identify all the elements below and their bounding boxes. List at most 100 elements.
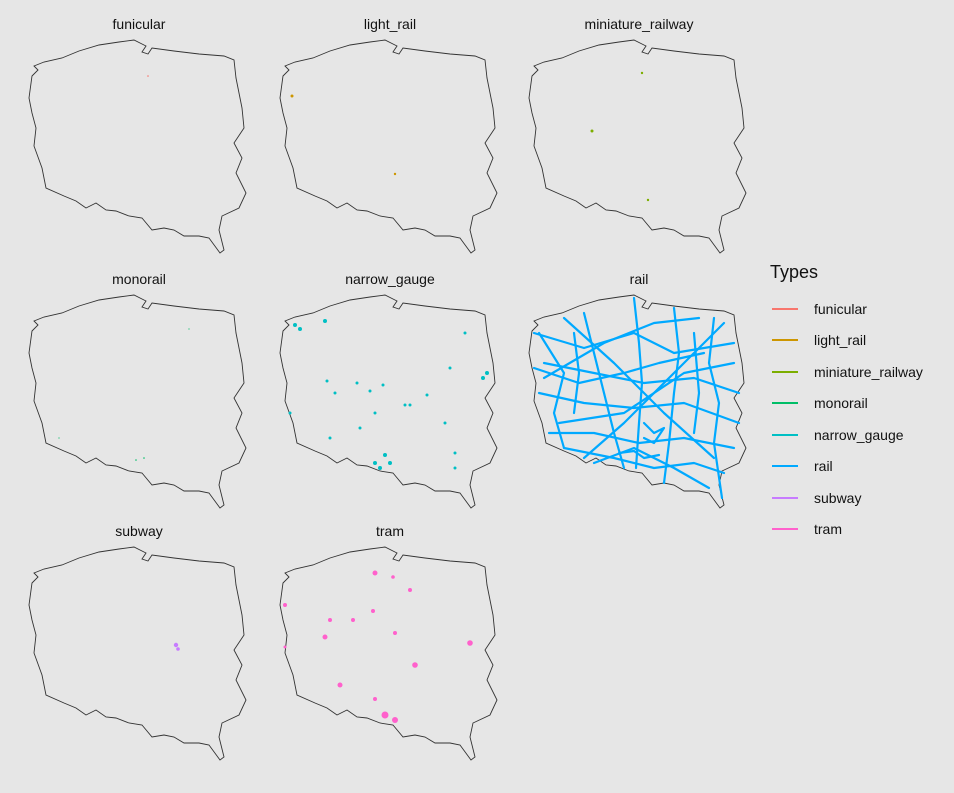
country-outline: [279, 294, 498, 509]
legend: Types funicular light_rail miniature_rai…: [770, 262, 950, 545]
panel-subway: subway: [24, 523, 254, 775]
country-outline: [528, 39, 747, 254]
feature-mark: [412, 662, 418, 668]
feature-mark: [463, 331, 467, 335]
rail-line: [562, 446, 726, 475]
feature-mark: [298, 327, 302, 331]
feature-mark: [453, 451, 457, 455]
feature-mark: [351, 618, 355, 622]
panel-title: rail: [629, 271, 649, 287]
panel-miniature-railway: miniature_railway: [524, 16, 754, 268]
feature-mark: [147, 75, 149, 77]
rail-line: [537, 331, 566, 450]
feature-mark: [283, 603, 287, 607]
rail-line: [582, 321, 726, 460]
feature-mark: [288, 411, 292, 415]
rail-line: [532, 331, 736, 355]
rail-line: [582, 311, 626, 470]
legend-label: subway: [814, 489, 862, 506]
country-outline: [28, 546, 247, 761]
legend-item-rail: rail: [770, 451, 950, 483]
rail-line: [662, 306, 681, 485]
rail-line: [632, 296, 644, 470]
feature-mark: [355, 381, 359, 385]
feature-mark: [135, 459, 137, 461]
panel-title: funicular: [112, 16, 166, 32]
feature-mark: [368, 389, 372, 393]
feature-mark: [467, 640, 473, 646]
legend-swatch: [772, 465, 798, 468]
feature-mark: [383, 453, 387, 457]
feature-mark: [188, 328, 190, 330]
feature-mark: [322, 634, 328, 640]
panel-title: monorail: [112, 271, 166, 287]
poland-map: [528, 39, 747, 254]
legend-swatch: [772, 496, 798, 499]
legend-label: miniature_railway: [814, 363, 923, 380]
rail-line: [542, 316, 701, 380]
legend-item-subway: subway: [770, 482, 950, 514]
feature-mark: [378, 466, 382, 470]
feature-mark: [381, 711, 389, 719]
panel-title: light_rail: [363, 16, 417, 32]
rail-line: [562, 316, 716, 460]
feature-mark: [173, 642, 179, 648]
poland-map: [28, 546, 247, 761]
legend-item-monorail: monorail: [770, 388, 950, 420]
feature-mark: [403, 403, 407, 407]
feature-mark: [448, 366, 452, 370]
feature-mark: [290, 94, 294, 98]
rail-line: [547, 431, 736, 450]
rail-line: [707, 316, 724, 500]
feature-mark: [388, 461, 392, 465]
legend-label: monorail: [814, 395, 868, 412]
panel-title: narrow_gauge: [345, 271, 435, 287]
legend-label: tram: [814, 521, 842, 538]
legend-title: Types: [770, 262, 819, 282]
panel-narrow-gauge: narrow_gauge: [275, 271, 505, 523]
panel-title: subway: [115, 523, 163, 539]
feature-mark: [408, 588, 412, 592]
feature-mark: [640, 71, 644, 75]
feature-mark: [453, 466, 457, 470]
poland-map: [279, 39, 498, 254]
feature-mark: [373, 697, 377, 701]
feature-mark: [358, 426, 362, 430]
feature-mark: [323, 319, 327, 323]
feature-mark: [481, 376, 485, 380]
legend-swatch: [772, 370, 798, 373]
panel-rail: rail: [524, 271, 754, 523]
legend-item-funicular: funicular: [770, 293, 950, 325]
feature-mark: [325, 379, 329, 383]
country-outline: [28, 39, 247, 254]
rail-line: [692, 331, 701, 435]
legend-label: funicular: [814, 300, 867, 317]
feature-mark: [393, 172, 397, 176]
feature-mark: [408, 403, 412, 407]
country-outline: [279, 546, 498, 761]
poland-map: [28, 39, 247, 254]
legend-item-miniature-railway: miniature_railway: [770, 356, 950, 388]
panel-light-rail: light_rail: [275, 16, 505, 268]
panel-title: tram: [376, 523, 404, 539]
feature-mark: [373, 411, 377, 415]
legend-item-light-rail: light_rail: [770, 325, 950, 357]
legend-label: narrow_gauge: [814, 426, 904, 443]
rail-line: [642, 421, 666, 445]
legend-item-tram: tram: [770, 514, 950, 546]
poland-map: [528, 294, 747, 509]
feature-mark: [443, 421, 447, 425]
poland-map: [279, 546, 498, 761]
feature-mark: [143, 457, 145, 459]
panel-funicular: funicular: [24, 16, 254, 268]
country-outline: [279, 39, 498, 254]
legend-swatch: [772, 402, 798, 405]
country-outline: [28, 294, 247, 509]
feature-mark: [328, 436, 332, 440]
feature-mark: [328, 618, 332, 622]
feature-mark: [485, 371, 489, 375]
legend-label: light_rail: [814, 332, 867, 349]
feature-mark: [373, 461, 377, 465]
legend-item-narrow-gauge: narrow_gauge: [770, 419, 950, 451]
rail-line: [557, 361, 736, 425]
